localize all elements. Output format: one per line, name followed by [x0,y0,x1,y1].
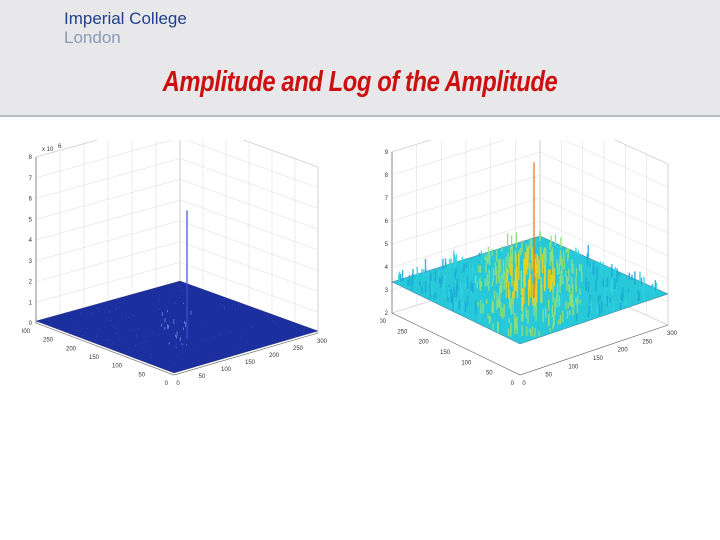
x-tick-label: 150 [593,356,604,362]
z-tick-label: 3 [385,288,389,294]
y-tick-label: 0 [511,381,515,387]
imperial-college-logo: Imperial College London [64,9,187,47]
z-tick-label: 5 [29,217,33,223]
y-tick-label: 0 [165,381,169,387]
x-tick-label: 250 [642,339,653,345]
x-tick-label: 150 [245,360,256,366]
z-tick-label: 8 [385,173,389,179]
axis-frame [391,312,669,376]
y-tick-label: 300 [22,329,31,335]
z-tick-label: 8 [29,155,33,161]
logo-line-1: Imperial College [64,9,187,28]
grid-line [391,151,669,211]
z-tick-label: 9 [385,150,389,156]
grid-line [391,140,669,165]
y-tick-label: 250 [397,329,408,335]
grid-line [35,179,319,230]
grid-line [35,220,319,271]
x-tick-label: 250 [293,346,304,352]
z-multiplier-label: x 10 [42,147,54,153]
y-tick-label: 200 [419,340,430,346]
z-tick-label: 4 [385,265,389,271]
x-tick-label: 200 [269,353,280,359]
z-tick-label: 3 [29,259,33,265]
grid-line [35,140,319,168]
grid-line [35,158,319,209]
x-tick-label: 100 [221,367,232,373]
grid-line [391,197,669,257]
surface-mesh [35,280,319,374]
x-tick-label: 0 [176,381,180,387]
z-tick-label: 2 [385,311,389,317]
grid-line [35,199,319,251]
x-tick-label: 0 [522,381,526,387]
x-tick-label: 200 [618,348,629,354]
grid-line [35,241,319,292]
slide-header: Imperial College London Amplitude and Lo… [0,0,720,117]
z-tick-label: 0 [29,321,33,327]
axis-frame [35,322,319,376]
x-tick-label: 100 [568,364,579,370]
y-tick-label: 150 [89,355,100,361]
grid-line [391,220,669,280]
grid-line [35,262,319,313]
y-tick-label: 150 [440,350,451,356]
y-tick-label: 200 [66,346,77,352]
z-tick-label: 1 [29,300,33,306]
logo-line-2: London [64,28,121,47]
z-multiplier-exponent: 6 [58,144,62,150]
y-tick-label: 50 [486,371,493,377]
x-tick-label: 50 [199,374,206,380]
z-tick-label: 7 [385,196,389,202]
log-amplitude-surface-plot: 2 3 4 5 6 7 8 9 300 0 250 50 200 100 150 150 100 200 50 250… [380,140,678,387]
z-tick-label: 5 [385,242,389,248]
z-tick-label: 2 [29,280,33,286]
y-tick-label: 100 [461,360,472,366]
slide-title: Amplitude and Log of the Amplitude [162,66,558,98]
z-tick-label: 6 [385,219,389,225]
x-tick-label: 50 [545,373,552,379]
amplitude-surface-plot: 0 1 2 3 4 5 6 7 8 x 10 6 300 0 250 50 200 100 150 150 100 20… [22,140,328,387]
z-tick-label: 7 [29,176,33,182]
y-tick-label: 300 [380,319,387,325]
y-tick-label: 50 [138,372,145,378]
z-tick-label: 6 [29,197,33,203]
x-tick-label: 300 [317,339,328,345]
grid-line [35,140,319,188]
grid-line [391,140,669,188]
y-tick-label: 250 [43,338,54,344]
x-tick-label: 300 [667,331,678,337]
z-tick-label: 4 [29,238,33,244]
y-tick-label: 100 [112,364,123,370]
grid-line [391,174,669,234]
